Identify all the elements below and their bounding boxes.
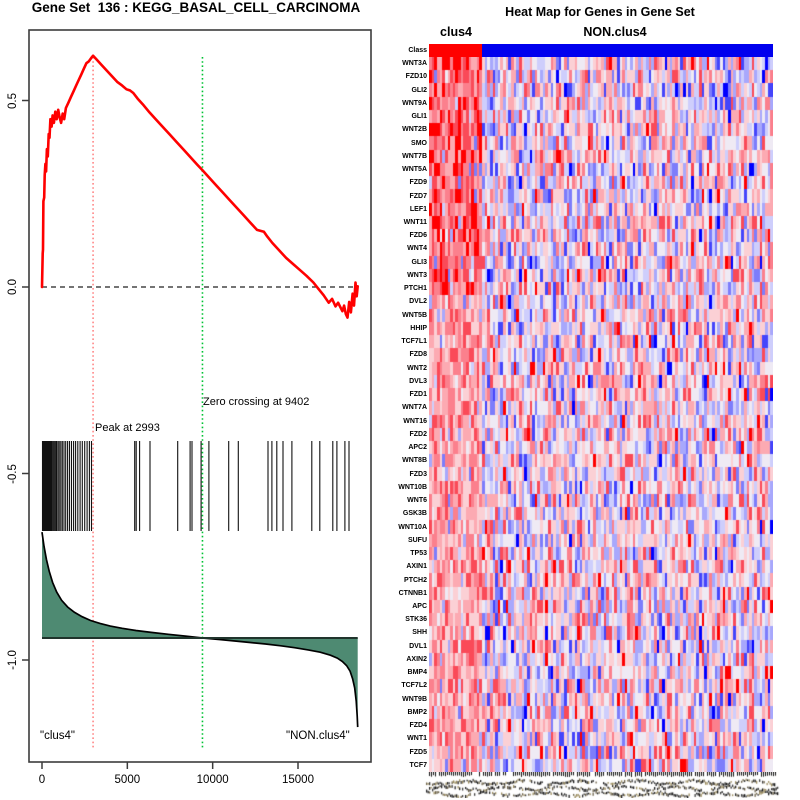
ranking-metric-area bbox=[42, 532, 358, 728]
gene-label: FZD1 bbox=[409, 391, 428, 399]
gene-label: FZD2 bbox=[409, 430, 428, 438]
x-tick-label: 5000 bbox=[114, 774, 141, 786]
gene-label: BMP2 bbox=[407, 708, 427, 716]
heatmap-title: Heat Map for Genes in Gene Set bbox=[505, 5, 695, 19]
enrichment-score-curve bbox=[40, 54, 360, 319]
gene-label: WNT10B bbox=[398, 483, 427, 491]
gene-label: GLI2 bbox=[411, 86, 427, 94]
gene-label: HHIP bbox=[410, 324, 427, 332]
gene-label: WNT9B bbox=[402, 695, 427, 703]
gene-label: FZD3 bbox=[409, 470, 428, 478]
gene-label: SUFU bbox=[407, 536, 427, 544]
enrichment-panel: Gene Set 136 : KEGG_BASAL_CELL_CARCINOMA… bbox=[7, 0, 372, 786]
gene-label: FZD10 bbox=[405, 73, 427, 81]
gene-label: APC2 bbox=[408, 444, 427, 452]
gene-label: TCF7L1 bbox=[401, 338, 427, 346]
gene-label: CTNNB1 bbox=[398, 589, 427, 597]
gene-label: DVL3 bbox=[409, 377, 427, 385]
gene-label: BMP4 bbox=[407, 669, 427, 677]
gene-label: FZD9 bbox=[409, 179, 428, 187]
gene-label: WNT1 bbox=[407, 735, 427, 743]
gene-label: LEF1 bbox=[409, 205, 427, 213]
gene-label: WNT16 bbox=[403, 417, 427, 425]
gene-label: SMO bbox=[411, 139, 427, 147]
gene-label: FZD8 bbox=[409, 351, 428, 359]
gene-label: PTCH1 bbox=[404, 285, 427, 293]
gene-label: WNT2B bbox=[402, 126, 427, 134]
gene-label: WNT4 bbox=[407, 245, 427, 253]
gene-label: AXIN2 bbox=[406, 655, 427, 663]
gene-hit-ticks bbox=[41, 441, 350, 531]
gene-label: AXIN1 bbox=[406, 563, 427, 571]
gene-label: WNT6 bbox=[407, 497, 427, 505]
gene-label: WNT11 bbox=[403, 219, 427, 226]
gene-label: STK36 bbox=[405, 616, 427, 624]
plot-title: Gene Set 136 : KEGG_BASAL_CELL_CARCINOMA bbox=[31, 0, 361, 15]
enrichment-plot bbox=[22, 29, 372, 769]
sample-labels-noise-band bbox=[424, 772, 782, 798]
gene-label: DVL2 bbox=[409, 298, 427, 306]
gene-label: GLI3 bbox=[411, 258, 427, 266]
class-bar-non-clus4 bbox=[482, 44, 773, 57]
zero-crossing-annotation: Zero crossing at 9402 bbox=[203, 396, 310, 408]
phenotype-label-left: "clus4" bbox=[40, 730, 76, 742]
gene-label: DVL1 bbox=[409, 642, 427, 650]
phenotype-label-right: "NON.clus4" bbox=[286, 730, 350, 742]
gene-label: FZD5 bbox=[409, 748, 428, 756]
gene-label: WNT8B bbox=[402, 457, 427, 465]
class-bar-clus4 bbox=[429, 44, 482, 57]
gene-label: WNT3 bbox=[407, 271, 427, 279]
gene-label: WNT10A bbox=[398, 523, 427, 531]
gene-label: WNT7A bbox=[402, 404, 427, 412]
gene-label: WNT3A bbox=[402, 60, 427, 68]
peak-annotation: Peak at 2993 bbox=[95, 422, 160, 434]
x-tick-label: 10000 bbox=[196, 774, 229, 786]
x-tick-label: 0 bbox=[38, 774, 46, 786]
gene-label: FZD4 bbox=[409, 722, 428, 730]
gene-label: WNT5B bbox=[402, 311, 427, 319]
x-tick-label: 15000 bbox=[282, 774, 314, 786]
gene-label: WNT2 bbox=[407, 364, 427, 372]
gene-label: TCF7L2 bbox=[401, 682, 427, 690]
gene-label: WNT9A bbox=[402, 99, 427, 107]
gene-label: TP53 bbox=[410, 550, 427, 558]
gene-label: FZD7 bbox=[409, 192, 428, 200]
gene-label: TCF7 bbox=[409, 761, 428, 769]
class-label-non-clus4: NON.clus4 bbox=[583, 25, 647, 39]
gene-label: APC bbox=[412, 602, 427, 610]
plot-box bbox=[28, 29, 372, 763]
gene-label: PTCH2 bbox=[404, 576, 427, 584]
heatmap-cells-canvas bbox=[429, 57, 773, 772]
gene-label: GSK3B bbox=[402, 510, 427, 518]
gene-label: SHH bbox=[412, 629, 427, 637]
gene-label: WNT5A bbox=[402, 166, 427, 174]
gene-label: WNT7B bbox=[402, 152, 427, 160]
gene-label: GLI1 bbox=[411, 113, 427, 121]
class-row-label: Class bbox=[408, 47, 427, 54]
class-label-clus4: clus4 bbox=[440, 25, 472, 39]
gene-label: FZD6 bbox=[409, 232, 428, 240]
